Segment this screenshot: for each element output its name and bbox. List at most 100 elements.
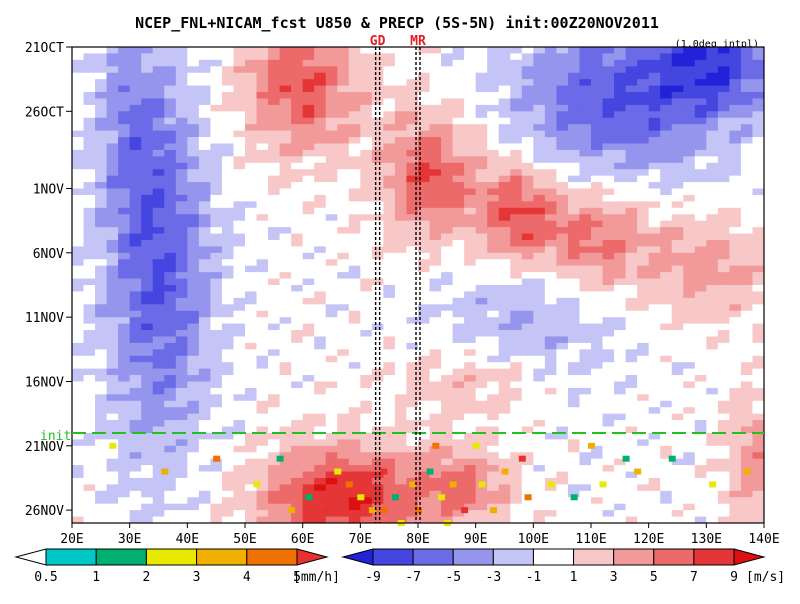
u850-cell [717,53,730,61]
u850-cell [556,207,569,215]
u850-cell [683,285,696,292]
u850-cell [233,175,246,183]
u850-cell [533,426,546,434]
u850-cell [752,458,765,466]
u850-cell [429,465,442,472]
u850-cell [198,117,211,125]
u850-cell [475,47,488,54]
u850-cell [660,265,673,273]
u850-cell [752,92,765,99]
u850-cell [683,207,696,215]
u850-cell [95,272,107,279]
u850-cell [175,182,188,189]
u850-cell [544,149,557,157]
u850-cell [475,239,488,247]
u850-cell [637,381,650,389]
u850-cell [210,92,223,99]
u850-cell [291,317,304,324]
u850-cell [291,59,304,67]
u850-cell [452,72,465,80]
u850-cell [256,516,269,524]
u850-cell [498,98,511,106]
u850-cell [625,317,638,324]
u850-cell [141,233,154,241]
u850-cell [740,156,753,164]
u850-cell [256,439,269,447]
u850-cell [268,149,280,157]
u850-cell [683,330,696,337]
u850-cell [441,516,453,524]
u850-cell [637,291,650,299]
u850-cell [475,227,488,234]
u850-unit: [m/s] [746,570,785,585]
u850-cell [487,471,500,479]
u850-cell [591,394,603,402]
u850-cell [383,407,396,415]
u850-cell [614,285,626,292]
u850-cell [671,368,684,376]
u850-cell [106,59,119,67]
u850-cell [175,400,188,408]
u850-cell [383,214,396,222]
u850-cell [371,413,384,421]
u850-cell [487,458,500,466]
u850-cell [694,465,707,472]
u850-cell [187,246,200,254]
u850-cell [394,207,407,215]
u850-cell [464,227,477,234]
u850-cell [706,426,719,434]
u850-cell [717,207,730,215]
u850-cell [83,368,96,376]
u850-cell [706,194,719,202]
u850-cell [729,59,742,67]
u850-cell [406,130,419,138]
u850-cell [83,413,96,421]
u850-cell [717,169,730,177]
u850-cell [464,188,477,196]
u850-cell [591,53,603,61]
u850-cell [95,394,107,402]
u850-cell [556,310,569,318]
u850-cell [579,272,592,279]
u850-cell [406,452,419,460]
u850-cell [141,220,154,228]
u850-cell [291,214,304,222]
u850-cell [740,471,753,479]
u850-cell [418,182,430,189]
u850-cell [717,201,730,209]
chart-subtitle: (1.0deg intpl) [675,39,759,50]
u850-cell [406,381,419,389]
u850-cell [302,458,315,466]
u850-cell [106,375,119,382]
u850-cell [118,336,131,344]
u850-cell [637,124,650,132]
u850-cell [141,79,154,86]
u850-cell [302,497,315,505]
marker-label: GD [370,34,386,49]
u850-cell [418,317,430,324]
u850-cell [221,59,234,67]
u850-cell [245,516,257,524]
u850-cell [544,156,557,164]
u850-cell [291,188,304,196]
u850-cell [614,407,626,415]
u850-cell [268,323,280,331]
u850-cell [83,342,96,350]
u850-cell [602,381,615,389]
u850-cell [660,484,673,492]
u850-cell [625,510,638,517]
u850-cell [210,72,223,80]
u850-cell [740,79,753,86]
u850-cell [83,516,96,524]
u850-cell [602,137,615,144]
u850-cell [72,59,84,67]
u850-cell [591,349,603,357]
u850-cell [210,79,223,86]
u850-cell [464,143,477,151]
u850-cell [210,349,223,357]
u850-cell [371,175,384,183]
precip-mark [161,468,169,475]
u850-cell [487,246,500,254]
u850-cell [279,143,292,151]
u850-cell [671,53,684,61]
